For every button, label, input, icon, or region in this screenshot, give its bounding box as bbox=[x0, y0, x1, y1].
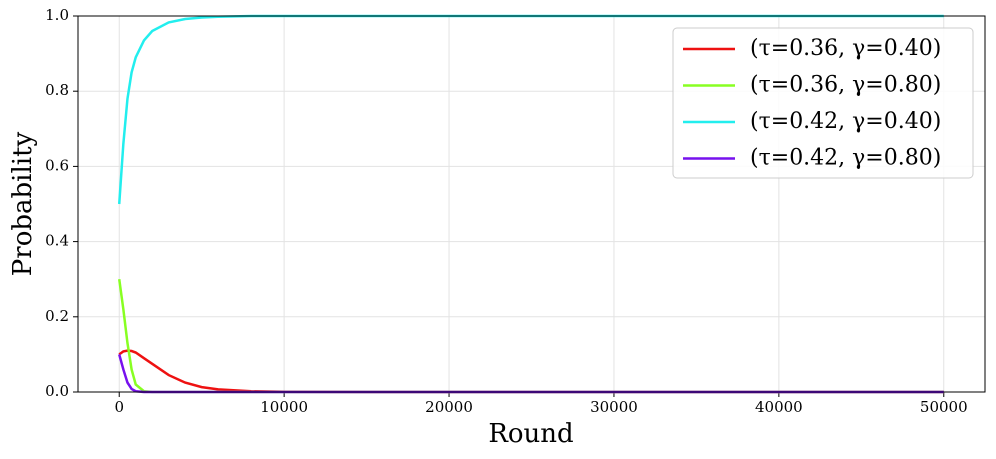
x-tick-label: 30000 bbox=[590, 398, 638, 416]
x-tick-label: 0 bbox=[114, 398, 124, 416]
y-tick-label: 0.4 bbox=[45, 232, 69, 250]
plot-frame bbox=[77, 15, 986, 393]
legend-box bbox=[672, 27, 974, 179]
y-tick-label: 1.0 bbox=[45, 6, 69, 24]
legend-label: (τ=0.36, γ=0.80) bbox=[750, 73, 941, 98]
line bbox=[118, 349, 944, 394]
y-tick-label: 0.6 bbox=[45, 156, 69, 174]
x-axis-label: Round bbox=[488, 419, 573, 449]
y-tick-label: 0.2 bbox=[45, 307, 69, 325]
x-tick-label: 50000 bbox=[920, 398, 968, 416]
line bbox=[117, 279, 944, 394]
legend-label: (τ=0.36, γ=0.40) bbox=[750, 36, 941, 61]
legend-label: (τ=0.42, γ=0.80) bbox=[750, 146, 941, 171]
line bbox=[118, 354, 944, 394]
y-tick-label: 0.8 bbox=[45, 81, 69, 99]
y-tick-label: 0.0 bbox=[45, 382, 69, 400]
legend-label: (τ=0.42, γ=0.40) bbox=[750, 109, 941, 134]
x-tick-label: 10000 bbox=[260, 398, 308, 416]
y-axis-label: Probability bbox=[8, 131, 38, 276]
x-tick-label: 20000 bbox=[425, 398, 473, 416]
x-tick-label: 40000 bbox=[755, 398, 803, 416]
